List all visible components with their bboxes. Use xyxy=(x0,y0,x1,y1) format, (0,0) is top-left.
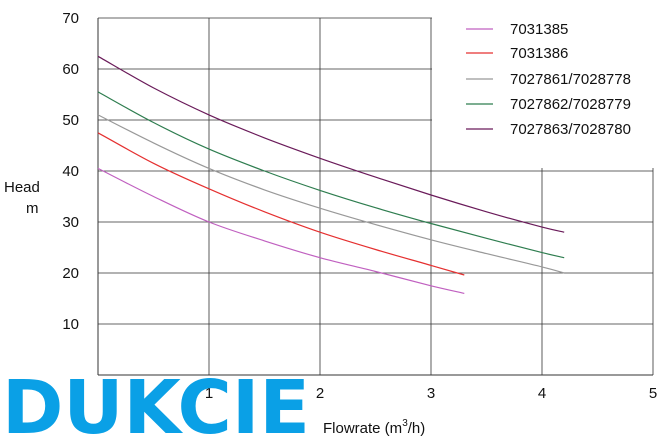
x-tick-label: 2 xyxy=(316,385,324,402)
y-axis-unit: m xyxy=(26,200,39,217)
series-line-5 xyxy=(97,55,565,233)
y-tick-label: 40 xyxy=(62,163,79,180)
y-tick-label: 50 xyxy=(62,112,79,129)
y-tick-label: 60 xyxy=(62,61,79,78)
tick-labels: 10 20 30 40 50 60 70 1 2 3 4 5 xyxy=(62,10,657,402)
y-tick-label: 70 xyxy=(62,10,79,27)
legend-label: 7031386 xyxy=(510,45,568,62)
series-line-2 xyxy=(97,132,465,276)
y-axis-label: Head xyxy=(4,179,40,196)
legend-label: 7031385 xyxy=(510,21,568,38)
x-tick-label: 1 xyxy=(205,385,213,402)
grid-lines xyxy=(97,17,654,376)
legend-label: 7027862/7028779 xyxy=(510,96,631,113)
series-line-1 xyxy=(97,167,465,294)
series-line-3 xyxy=(97,114,565,274)
y-tick-label: 20 xyxy=(62,265,79,282)
x-axis-label-sup: 3 xyxy=(402,418,408,429)
legend-label: 7027861/7028778 xyxy=(510,71,631,88)
y-tick-label: 10 xyxy=(62,316,79,333)
x-axis-label-tail: /h) xyxy=(408,420,426,437)
brand-watermark: DUKCIE xyxy=(2,365,310,439)
legend: 7031385 7031386 7027861/7028778 7027862/702… xyxy=(466,21,631,138)
x-axis-label: Flowrate (m3/h) xyxy=(323,418,425,437)
legend-label: 7027863/7028780 xyxy=(510,121,631,138)
x-axis-label-main: Flowrate (m xyxy=(323,420,402,437)
x-tick-label: 3 xyxy=(427,385,435,402)
series-curves xyxy=(97,55,565,294)
series-line-4 xyxy=(97,91,565,259)
x-tick-label: 5 xyxy=(649,385,657,402)
x-tick-label: 4 xyxy=(538,385,546,402)
y-tick-label: 30 xyxy=(62,214,79,231)
